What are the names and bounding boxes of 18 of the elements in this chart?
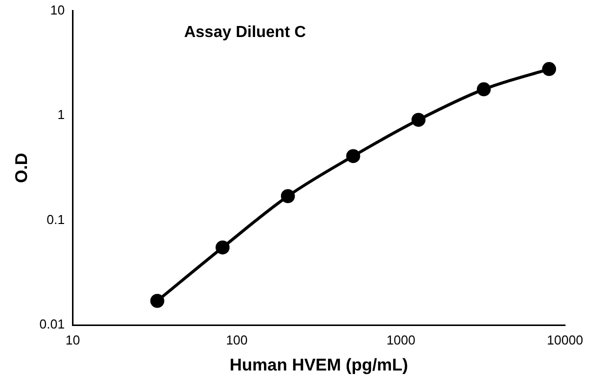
text: Assay Diluent C bbox=[184, 24, 306, 42]
point bbox=[280, 189, 295, 204]
x-tick-label: 10000 bbox=[546, 332, 584, 348]
x-tick-label: 1000 bbox=[386, 332, 416, 348]
point bbox=[150, 294, 164, 308]
x-axis-title: Human HVEM (pg/mL) bbox=[230, 355, 408, 374]
y-axis-title: O.D bbox=[12, 152, 31, 184]
y-tick-label: 1 bbox=[57, 107, 65, 122]
point bbox=[542, 62, 556, 76]
point bbox=[216, 240, 230, 254]
x-tick-label: 100 bbox=[226, 332, 248, 348]
point bbox=[411, 112, 426, 127]
y-tick-label: 10 bbox=[50, 2, 65, 18]
point bbox=[476, 82, 491, 96]
point bbox=[346, 149, 360, 164]
x-tick-label: 10 bbox=[65, 332, 80, 348]
y-tick-label: 0.1 bbox=[46, 212, 65, 227]
y-tick-label: 0.01 bbox=[39, 316, 65, 332]
